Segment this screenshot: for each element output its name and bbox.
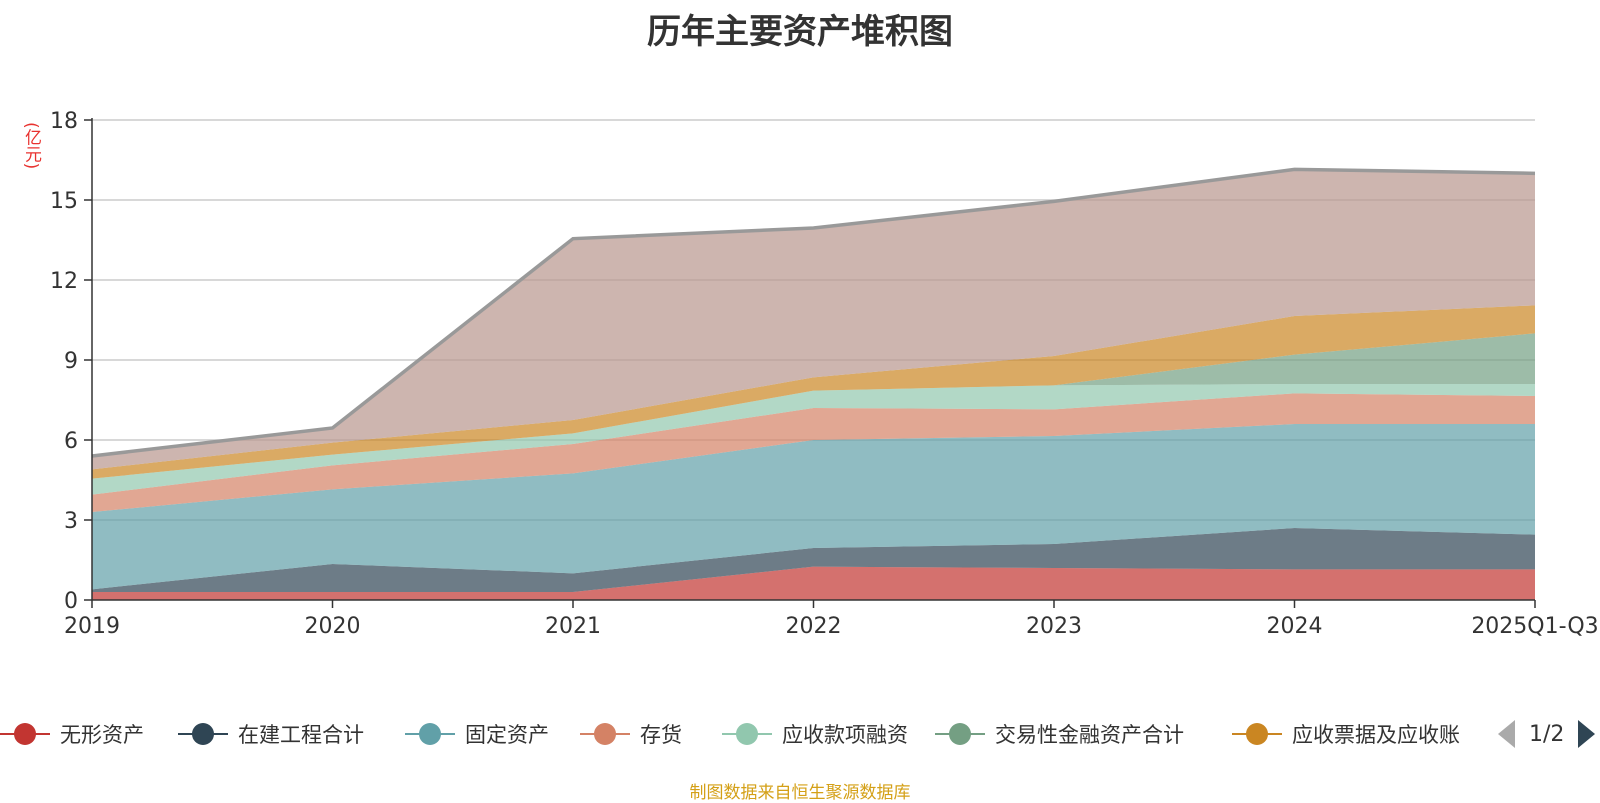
- x-tick-label: 2022: [786, 614, 842, 639]
- source-note: 制图数据来自恒生聚源数据库: [689, 783, 911, 803]
- total-outline: [91, 167, 1536, 458]
- chart-title: 历年主要资产堆积图: [647, 12, 953, 52]
- y-tick-label: 15: [50, 189, 78, 214]
- y-tick-label: 12: [50, 269, 78, 294]
- legend-label: 应收票据及应收账: [1292, 723, 1460, 747]
- legend-item[interactable]: 固定资产: [405, 716, 549, 752]
- y-tick-label: 6: [64, 429, 78, 454]
- area-series-7: [92, 169, 1535, 470]
- legend: 无形资产 在建工程合计 固定资产 存货 应收款项融资 交易性金融资产合计 应收票据及应收账 …: [0, 716, 1600, 752]
- legend-item[interactable]: 交易性金融资产合计: [935, 716, 1184, 752]
- legend-prev-icon[interactable]: [1498, 720, 1515, 748]
- area-series: [91, 167, 1536, 600]
- legend-label: 存货: [640, 723, 682, 747]
- area-series-2: [92, 424, 1535, 590]
- area-series-0: [92, 566, 1535, 600]
- legend-item[interactable]: 应收票据及应收账: [1232, 716, 1460, 752]
- legend-pager: 1/2: [1498, 716, 1596, 752]
- legend-marker-icon: [935, 716, 985, 752]
- area-series-5: [92, 333, 1535, 479]
- area-series-4: [92, 384, 1535, 495]
- area-series-1: [92, 528, 1535, 592]
- legend-marker-icon: [1232, 716, 1282, 752]
- legend-item[interactable]: 存货: [580, 716, 682, 752]
- legend-item[interactable]: 应收款项融资: [722, 716, 908, 752]
- legend-label: 无形资产: [60, 723, 144, 747]
- y-axis-unit-label: (亿元): [21, 122, 41, 170]
- y-tick-label: 9: [64, 349, 78, 374]
- tick-labels: 0 3 6 9 12 15 18 2019 2020 2021 2022 2023 2024 2025Q1…: [50, 109, 1599, 639]
- axes: [84, 118, 1536, 608]
- x-tick-label: 2020: [305, 614, 361, 639]
- legend-marker-icon: [178, 716, 228, 752]
- legend-item[interactable]: 在建工程合计: [178, 716, 364, 752]
- legend-label: 交易性金融资产合计: [995, 723, 1184, 747]
- legend-item[interactable]: 无形资产: [0, 716, 144, 752]
- legend-label: 在建工程合计: [238, 723, 364, 747]
- y-tick-label: 3: [64, 509, 78, 534]
- area-series-6: [92, 305, 1535, 479]
- x-tick-label: 2024: [1267, 614, 1323, 639]
- legend-marker-icon: [405, 716, 455, 752]
- legend-label: 固定资产: [465, 723, 549, 747]
- legend-label: 应收款项融资: [782, 723, 908, 747]
- x-tick-label: 2023: [1026, 614, 1082, 639]
- legend-next-icon[interactable]: [1578, 720, 1596, 748]
- y-tick-label: 0: [64, 589, 78, 614]
- legend-marker-icon: [722, 716, 772, 752]
- x-tick-label: 2019: [64, 614, 120, 639]
- legend-marker-icon: [0, 716, 50, 752]
- y-tick-label: 18: [50, 109, 78, 134]
- legend-page-indicator: 1/2: [1529, 721, 1565, 747]
- x-tick-label: 2021: [545, 614, 601, 639]
- x-tick-label: 2025Q1-Q3: [1471, 614, 1598, 639]
- legend-marker-icon: [580, 716, 630, 752]
- area-series-3: [92, 393, 1535, 512]
